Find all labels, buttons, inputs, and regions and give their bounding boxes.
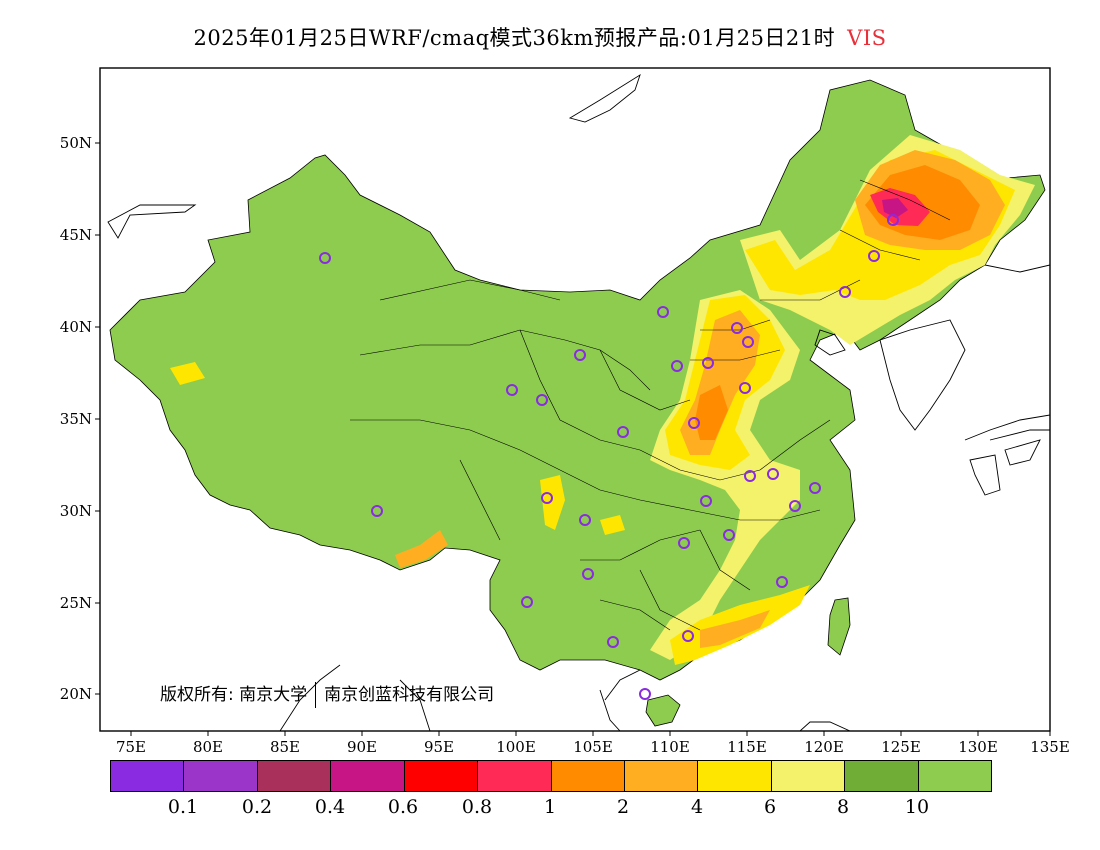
legend-color-swatch: [918, 761, 992, 791]
legend-tick-label: 0.2: [241, 796, 273, 818]
station-marker: [521, 596, 533, 608]
station-marker: [506, 384, 518, 396]
station-marker: [536, 394, 548, 406]
lat-label: 20N: [59, 685, 92, 703]
legend-tick-label: 0.4: [314, 796, 346, 818]
station-marker: [617, 426, 629, 438]
station-marker: [839, 286, 851, 298]
station-marker: [678, 537, 690, 549]
copyright-right: 南京创蓝科技有限公司: [324, 685, 495, 705]
station-marker: [657, 306, 669, 318]
legend-tick-label: 6: [763, 796, 777, 818]
station-marker: [582, 568, 594, 580]
lat-label: 30N: [59, 502, 92, 520]
color-legend: [110, 760, 992, 792]
lon-label: 105E: [573, 738, 613, 756]
station-marker: [671, 360, 683, 372]
station-marker: [700, 495, 712, 507]
hainan-island: [645, 694, 681, 727]
legend-tick-label: 0.8: [461, 796, 493, 818]
lat-label: 45N: [59, 226, 92, 244]
legend-color-swatch: [771, 761, 846, 791]
legend-color-swatch: [257, 761, 332, 791]
station-marker: [723, 529, 735, 541]
station-marker: [776, 576, 788, 588]
low-visibility-zones: [170, 135, 1035, 665]
legend-tick-label: 8: [836, 796, 850, 818]
legend-color-swatch: [404, 761, 479, 791]
station-marker: [887, 214, 899, 226]
station-marker: [541, 492, 553, 504]
lon-label: 125E: [881, 738, 921, 756]
station-marker: [574, 349, 586, 361]
legend-tick-label: 4: [690, 796, 704, 818]
legend-tick-label: 0.1: [167, 796, 199, 818]
station-marker: [682, 630, 694, 642]
lon-label: 110E: [650, 738, 690, 756]
station-marker: [809, 482, 821, 494]
lon-label: 120E: [804, 738, 844, 756]
map-title: 2025年01月25日WRF/cmaq模式36km预报产品:01月25日21时 V…: [0, 22, 1080, 52]
copyright-left: 版权所有: 南京大学: [160, 685, 308, 705]
station-marker: [868, 250, 880, 262]
station-marker: [579, 514, 591, 526]
station-marker: [767, 468, 779, 480]
lon-label: 80E: [192, 738, 224, 756]
station-marker: [319, 252, 331, 264]
station-markers: [319, 214, 899, 700]
map-frame: [99, 67, 1051, 732]
lon-label: 115E: [727, 738, 767, 756]
lon-label: 90E: [346, 738, 378, 756]
lon-label: 100E: [496, 738, 536, 756]
legend-color-swatch: [624, 761, 699, 791]
legend-tick-label: 1: [543, 796, 557, 818]
legend-tick-label: 10: [904, 796, 930, 818]
map-layers: [107, 73, 1050, 731]
lat-label: 40N: [59, 318, 92, 336]
legend-color-swatch: [551, 761, 625, 791]
station-marker: [371, 505, 383, 517]
station-marker: [731, 322, 743, 334]
province-boundaries: [350, 179, 951, 631]
station-marker: [744, 470, 756, 482]
legend-color-swatch: [478, 761, 552, 791]
lat-label: 50N: [59, 134, 92, 152]
legend-tick-label: 0.6: [387, 796, 419, 818]
coastlines: [107, 73, 1050, 731]
lon-label: 85E: [269, 738, 301, 756]
legend-color-swatch: [698, 761, 772, 791]
legend-color-swatch: [845, 761, 919, 791]
station-marker: [702, 357, 714, 369]
station-marker: [639, 688, 651, 700]
copyright-notice: 版权所有: 南京大学 南京创蓝科技有限公司: [160, 680, 494, 708]
lat-label: 35N: [59, 410, 92, 428]
station-marker: [688, 417, 700, 429]
axis-ticks: [95, 142, 1051, 736]
legend-color-swatch: [331, 761, 405, 791]
china-landmass: [109, 79, 1046, 681]
lon-label: 95E: [423, 738, 455, 756]
map-title-variable: VIS: [847, 26, 887, 50]
taiwan-island: [827, 597, 851, 656]
legend-color-swatch: [184, 761, 258, 791]
lon-label: 75E: [115, 738, 147, 756]
legend-color-swatch: [111, 761, 185, 791]
copyright-separator: [315, 682, 317, 708]
legend-tick-label: 2: [616, 796, 630, 818]
station-marker: [742, 336, 754, 348]
station-marker: [739, 382, 751, 394]
lon-label: 130E: [958, 738, 998, 756]
lat-label: 25N: [59, 594, 92, 612]
station-marker: [789, 500, 801, 512]
lon-label: 135E: [1030, 738, 1070, 756]
station-marker: [607, 636, 619, 648]
map-title-main: 2025年01月25日WRF/cmaq模式36km预报产品:01月25日21时: [193, 26, 836, 50]
